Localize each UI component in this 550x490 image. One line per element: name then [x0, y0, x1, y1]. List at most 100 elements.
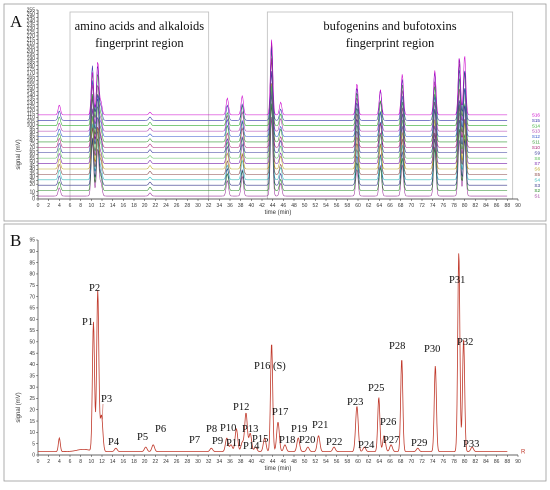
panel-b-x-tick-label: 26	[174, 459, 180, 465]
peak-label-p33: P33	[463, 439, 479, 450]
panel-a-y-tick-label: 5	[32, 193, 35, 199]
peak-label-p28: P28	[389, 341, 405, 352]
panel-a-y-tick-label: 20	[29, 182, 35, 188]
panel-b-x-tick-label: 78	[451, 459, 457, 465]
panel-b-x-label: time (min)	[265, 466, 292, 472]
panel-a-y-tick-label: 250	[27, 11, 36, 17]
panel-a-x-tick-label: 24	[163, 203, 169, 209]
panel-b-x-tick-label: 42	[259, 459, 265, 465]
panel-a-y-tick-label: 50	[29, 160, 35, 166]
panel-a-y-tick-label: 210	[27, 41, 36, 47]
panel-a-y-tick-label: 200	[27, 48, 36, 54]
panel-b-y-tick-label: 70	[29, 294, 35, 300]
panel-b-x-tick-label: 48	[291, 459, 297, 465]
panel-b-x-tick-label: 58	[345, 459, 351, 465]
panel-b-x-tick-label: 0	[37, 459, 40, 465]
peak-label-p13: P13	[242, 424, 258, 435]
panel-a-y-tick-label: 125	[27, 104, 36, 110]
panel-b-y-tick-label: 55	[29, 328, 35, 334]
peak-label-p29: P29	[411, 438, 427, 449]
panel-b-y-tick-label: 40	[29, 362, 35, 368]
peak-label-p8: P8	[206, 424, 217, 435]
panel-b-x-tick-label: 32	[206, 459, 212, 465]
panel-b-letter: B	[10, 231, 21, 250]
peak-label-p5: P5	[137, 432, 148, 443]
panel-b-x-tick-label: 10	[89, 459, 95, 465]
series-label-s5: S5	[534, 172, 540, 177]
panel-a-x-tick-label: 8	[79, 203, 82, 209]
panel-b-x-tick-label: 86	[494, 459, 500, 465]
panel-b-x-tick-label: 54	[323, 459, 329, 465]
series-label-s2: S2	[534, 188, 540, 193]
panel-a-x-tick-label: 54	[323, 203, 329, 209]
panel-a-x-tick-label: 22	[153, 203, 159, 209]
panel-a-x-tick-label: 32	[206, 203, 212, 209]
panel-a-x-tick-label: 86	[494, 203, 500, 209]
peak-label-p4: P4	[108, 437, 120, 448]
panel-b-y-tick-label: 5	[32, 441, 35, 447]
panel-a-y-tick-label: 170	[27, 71, 36, 77]
peak-label-p32: P32	[457, 337, 473, 348]
series-label-s8: S8	[534, 156, 540, 161]
panel-b-y-tick-label: 60	[29, 317, 35, 323]
panel-b-y-tick-label: 0	[32, 453, 35, 459]
panel-a-x-tick-label: 20	[142, 203, 148, 209]
panel-a-y-tick-label: 130	[27, 100, 36, 106]
panel-a-y-tick-label: 70	[29, 145, 35, 151]
panel-b-x-tick-label: 56	[334, 459, 340, 465]
panel-b-x-tick-label: 34	[217, 459, 223, 465]
panel-a-y-tick-label: 165	[27, 74, 36, 80]
region-title-line2: fingerprint region	[346, 36, 435, 50]
panel-b-y-tick-label: 25	[29, 396, 35, 402]
panel-a-y-tick-label: 25	[29, 178, 35, 184]
panel-a-y-tick-label: 90	[29, 130, 35, 136]
panel-a-y-tick-label: 195	[27, 52, 36, 58]
panel-a-x-tick-label: 58	[345, 203, 351, 209]
peak-label-p22: P22	[326, 437, 342, 448]
panel-b-x-tick-label: 60	[355, 459, 361, 465]
panel-a-x-tick-label: 66	[387, 203, 393, 209]
panel-b-x-tick-label: 28	[185, 459, 191, 465]
series-label-s7: S7	[534, 161, 540, 166]
panel-a-x-tick-label: 42	[259, 203, 265, 209]
panel-a-y-tick-label: 0	[32, 197, 35, 203]
panel-a-x-tick-label: 40	[249, 203, 255, 209]
peak-label-p26: P26	[380, 417, 396, 428]
panel-b-x-tick-label: 24	[163, 459, 169, 465]
panel-a-y-tick-label: 255	[27, 8, 36, 14]
panel-b-x-tick-label: 68	[398, 459, 404, 465]
panel-a-x-tick-label: 36	[227, 203, 233, 209]
chromatogram-trace	[38, 253, 508, 453]
panel-b-x-tick-label: 76	[441, 459, 447, 465]
peak-leader-line	[102, 403, 104, 420]
panel-a-x-tick-label: 4	[58, 203, 61, 209]
peak-label-p11: P11	[226, 438, 242, 449]
panel-b-x-tick-label: 6	[69, 459, 72, 465]
panel-a-x-tick-label: 60	[355, 203, 361, 209]
panel-a-x-tick-label: 68	[398, 203, 404, 209]
panel-b-x-tick-label: 36	[227, 459, 233, 465]
panel-a-y-tick-label: 175	[27, 67, 36, 73]
panel-b-x-tick-label: 20	[142, 459, 148, 465]
series-label-s6: S6	[534, 167, 540, 172]
peak-label-p14: P14	[243, 441, 260, 452]
panel-b-x-tick-label: 84	[483, 459, 489, 465]
panel-b-x-tick-label: 40	[249, 459, 255, 465]
region-title-line1: bufogenins and bufotoxins	[323, 19, 456, 33]
panel-a-y-tick-label: 55	[29, 156, 35, 162]
series-label-s3: S3	[534, 183, 540, 188]
panel-b-x-tick-label: 64	[377, 459, 383, 465]
panel-a-x-tick-label: 18	[131, 203, 137, 209]
panel-a-x-tick-label: 14	[110, 203, 116, 209]
panel-b-y-label: signal (mV)	[16, 392, 22, 422]
series-label-s4: S4	[534, 177, 540, 182]
panel-b-y-tick-label: 90	[29, 249, 35, 255]
panel-a-y-tick-label: 80	[29, 137, 35, 143]
panel-b-x-tick-label: 2	[47, 459, 50, 465]
panel-a-y-tick-label: 110	[27, 115, 35, 121]
series-line-s16	[38, 39, 508, 116]
panel-a-y-tick-label: 105	[27, 119, 36, 125]
series-label-s15: S15	[532, 118, 541, 123]
panel-a-x-tick-label: 62	[366, 203, 372, 209]
